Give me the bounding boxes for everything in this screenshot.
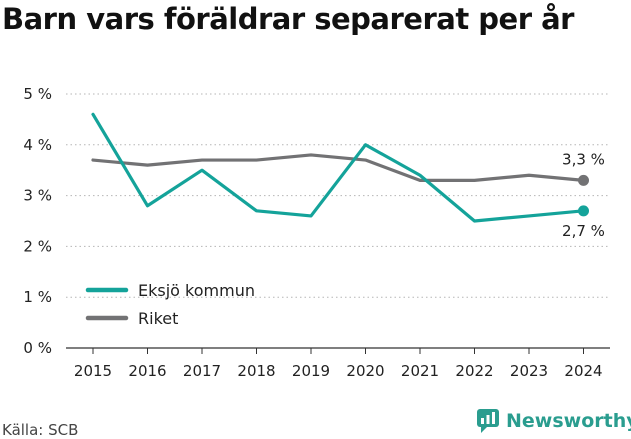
- y-tick-label: 2 %: [23, 237, 52, 255]
- legend-label: Riket: [138, 309, 178, 328]
- x-tick-label: 2016: [128, 362, 166, 380]
- series-lines: [91, 112, 589, 223]
- x-tick-label: 2021: [401, 362, 439, 380]
- end-value-labels: 2,7 % 3,3 %: [562, 150, 605, 239]
- y-tick-label: 5 %: [23, 85, 52, 103]
- x-tick-label: 2019: [292, 362, 330, 380]
- x-tick-label: 2020: [346, 362, 384, 380]
- legend: Eksjö kommun Riket: [85, 281, 255, 328]
- y-tick-label: 3 %: [23, 187, 52, 205]
- newsworthy-logo-icon: [477, 409, 499, 433]
- end-point-riket: [578, 174, 589, 186]
- line-chart: 0 %1 %2 %3 %4 %5 % 2015 2016 2017 2018 2019 2…: [23, 85, 610, 380]
- y-tick-label: 0 %: [23, 339, 52, 357]
- y-tick-label: 1 %: [23, 288, 52, 306]
- brand: Newsworthy: [476, 408, 631, 434]
- x-tick-label: 2024: [564, 362, 602, 380]
- end-label: 3,3 %: [562, 150, 605, 168]
- gridlines: [66, 93, 610, 298]
- x-tick-label: 2018: [237, 362, 275, 380]
- x-tick-label: 2023: [510, 362, 548, 380]
- end-label: 2,7 %: [562, 222, 605, 240]
- chart-title: Barn vars föräldrar separerat per år: [2, 2, 574, 36]
- x-axis: 2015 2016 2017 2018 2019 2020 2021 2022 2023 2024: [66, 347, 610, 380]
- y-axis-tick-labels: 0 % 1 % 2 % 3 % 4 % 5 %: [23, 85, 52, 357]
- end-point-eksjö-kommun: [578, 205, 589, 217]
- y-tick-label: 4 %: [23, 136, 52, 154]
- x-tick-label: 2022: [455, 362, 493, 380]
- series-line-riket: [91, 153, 586, 182]
- legend-label: Eksjö kommun: [138, 281, 255, 300]
- series-line-eksjö-kommun: [91, 112, 586, 223]
- brand-name: Newsworthy: [506, 410, 631, 432]
- x-tick-label: 2017: [183, 362, 221, 380]
- x-tick-label: 2015: [74, 362, 112, 380]
- source-note: Källa: SCB: [2, 421, 79, 439]
